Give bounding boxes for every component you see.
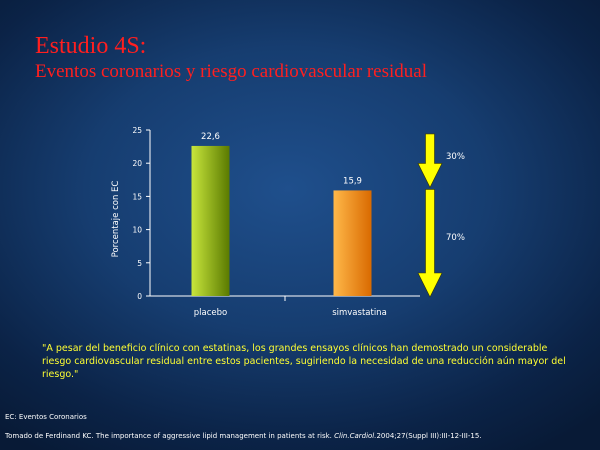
y-tick-label: 20 [132,159,142,168]
chart-bars: 22,6 placebo 15,9 simvastatina [191,132,387,318]
data-label-placebo: 22,6 [201,132,220,142]
y-tick-label: 25 [132,126,142,135]
bar-simvastatina [333,190,372,296]
y-tick-label: 15 [132,192,142,201]
data-label-simvastatina: 15,9 [343,176,362,186]
y-tick-label: 0 [137,292,142,301]
slide-title: Estudio 4S: [35,33,147,59]
source-reference: 2004;27(Suppl III):III-12-III-15. [376,432,482,440]
annotation-upper: 30% [446,152,465,162]
source-journal: Clin.Cardiol. [334,432,377,440]
slide-subtitle: Eventos coronarios y riesgo cardiovascul… [35,61,428,82]
abbreviation-note: EC: Eventos Coronarios [5,413,87,421]
y-tick-label: 10 [132,226,142,235]
source-text: Tomado de Ferdinand KC. The importance o… [5,432,335,440]
chart-axes: 0 5 10 15 20 25 [132,126,420,301]
source-citation: Tomado de Ferdinand KC. The importance o… [5,432,482,440]
y-tick-label: 5 [137,259,142,268]
x-tick-label-placebo: placebo [194,308,227,318]
y-axis-label: Porcentaje con EC [111,181,121,258]
annotation-lower: 70% [446,233,465,243]
quote-text: "A pesar del beneficio clínico con estat… [42,343,566,380]
x-tick-label-simvastatina: simvastatina [332,308,387,318]
arrow-lower [417,189,443,298]
arrow-upper [417,133,443,189]
reduction-arrows: 30% 70% [417,133,465,298]
bar-chart: 0 5 10 15 20 25 22,6 placebo 15,9 simvastatina 3… [111,126,465,318]
bar-placebo [191,145,230,296]
